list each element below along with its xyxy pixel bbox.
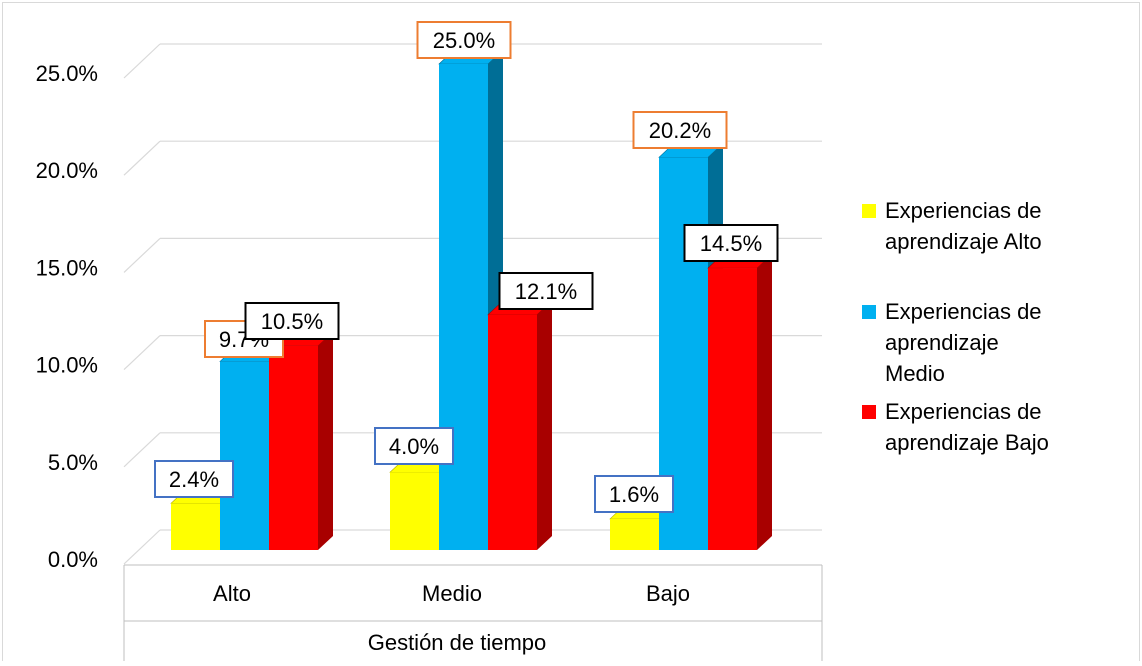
- legend-label: aprendizaje Bajo: [885, 430, 1049, 455]
- legend-swatch: [862, 405, 876, 419]
- gridline-side: [123, 140, 161, 176]
- data-label-box: [632, 111, 728, 149]
- x-tick-label: Medio: [422, 581, 482, 606]
- data-label-box: [154, 460, 234, 498]
- data-label: 2.4%: [169, 467, 219, 492]
- bar: [610, 518, 659, 550]
- bar: [269, 345, 318, 550]
- x-tick-label: Bajo: [646, 581, 690, 606]
- y-tick-label: 10.0%: [36, 353, 98, 378]
- bar-side: [537, 300, 552, 550]
- legend-label: Experiencias de: [885, 299, 1042, 324]
- data-label-box: [594, 475, 674, 513]
- bar-side: [318, 331, 333, 550]
- bar: [488, 314, 537, 550]
- bar-side: [757, 254, 772, 550]
- x-tick-label: Alto: [213, 581, 251, 606]
- bar: [390, 472, 439, 550]
- bar: [171, 503, 220, 550]
- gridline-side: [123, 43, 161, 79]
- x-axis-title: Gestión de tiempo: [368, 630, 547, 655]
- data-label: 12.1%: [515, 279, 577, 304]
- data-label: 1.6%: [609, 482, 659, 507]
- data-label: 20.2%: [649, 118, 711, 143]
- y-tick-label: 25.0%: [36, 61, 98, 86]
- y-tick-label: 0.0%: [48, 547, 98, 572]
- legend-swatch: [862, 204, 876, 218]
- legend-label: Medio: [885, 361, 945, 386]
- data-label-box: [683, 224, 779, 262]
- data-label-box: [416, 21, 512, 59]
- data-label-box: [244, 302, 340, 340]
- legend-label: Experiencias de: [885, 399, 1042, 424]
- bar: [439, 64, 488, 550]
- bar: [708, 268, 757, 550]
- data-label: 4.0%: [389, 434, 439, 459]
- y-tick-label: 15.0%: [36, 255, 98, 280]
- y-tick-label: 20.0%: [36, 158, 98, 183]
- gridline-side: [123, 335, 161, 371]
- legend-label: aprendizaje Alto: [885, 229, 1042, 254]
- legend-swatch: [862, 305, 876, 319]
- data-label: 14.5%: [700, 231, 762, 256]
- bar: [220, 361, 269, 550]
- gridline-side: [123, 529, 161, 565]
- data-label: 10.5%: [261, 309, 323, 334]
- data-label-box: [374, 427, 454, 465]
- legend-label: Experiencias de: [885, 198, 1042, 223]
- gridline-side: [123, 237, 161, 273]
- gridline-side: [123, 432, 161, 468]
- legend-label: aprendizaje: [885, 330, 999, 355]
- data-label: 25.0%: [433, 28, 495, 53]
- data-label-box: [498, 272, 594, 310]
- y-tick-label: 5.0%: [48, 450, 98, 475]
